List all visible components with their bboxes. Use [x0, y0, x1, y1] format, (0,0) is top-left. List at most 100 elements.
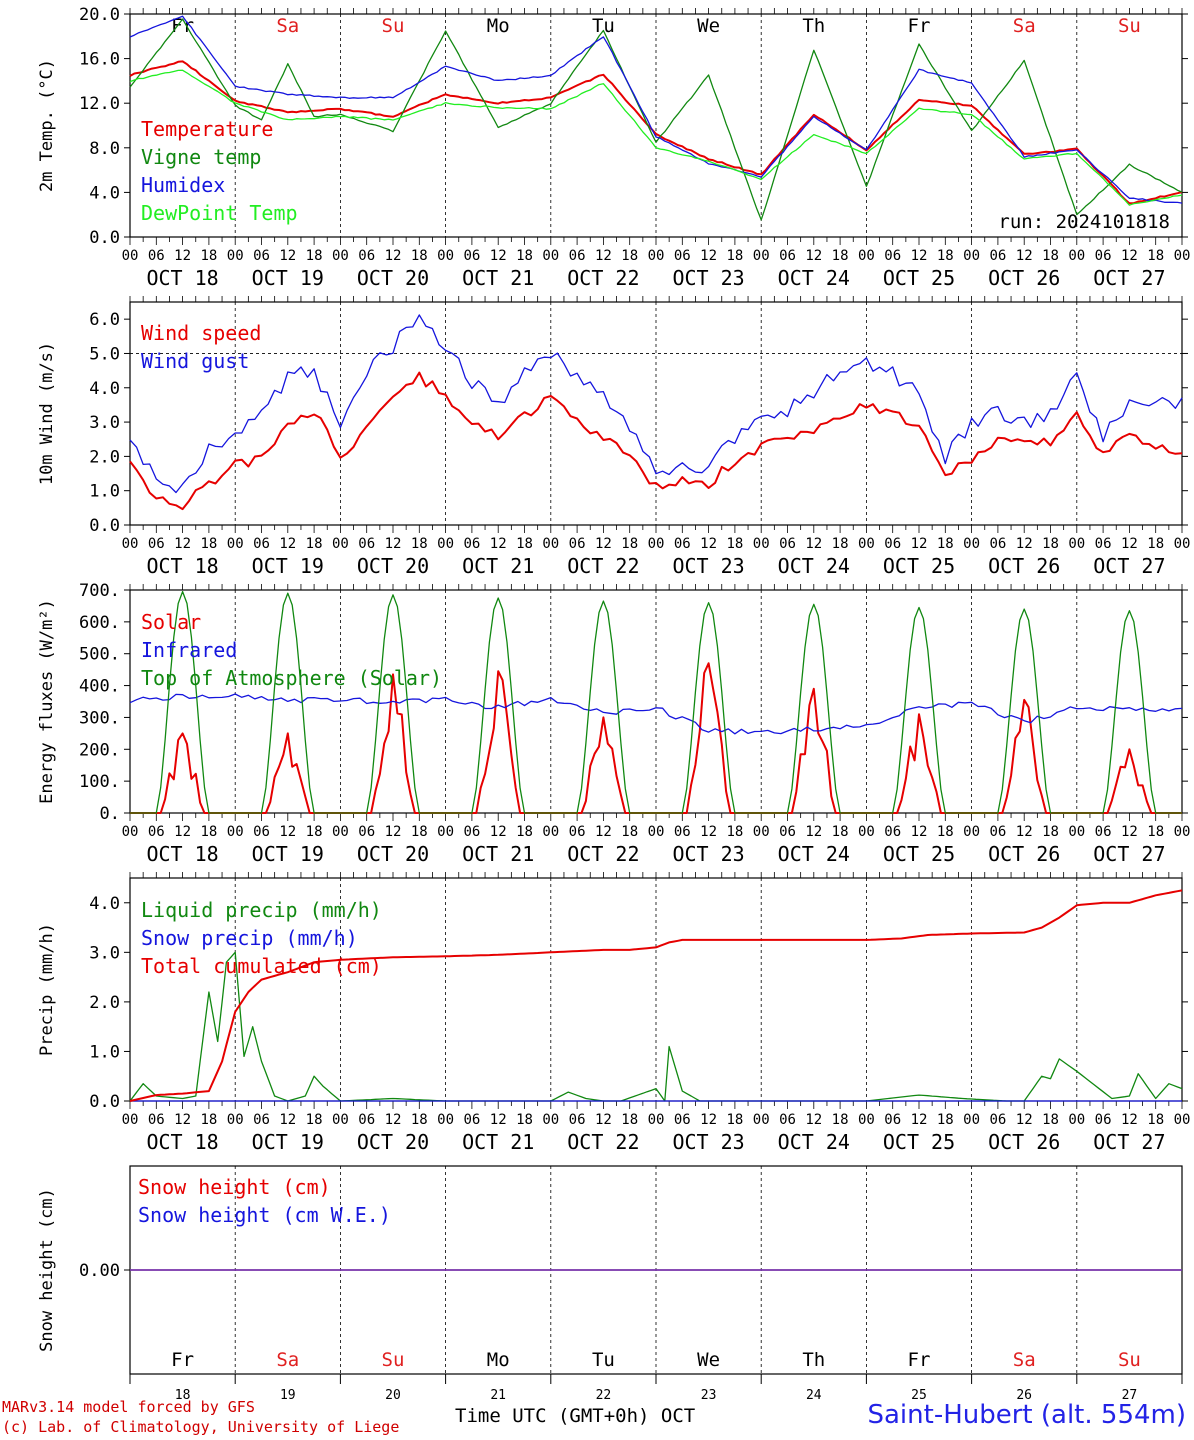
date-label: OCT 27 — [1093, 842, 1165, 866]
hour-label: 00 — [963, 248, 980, 264]
hour-label: 06 — [779, 1112, 796, 1128]
hour-label: 06 — [253, 248, 270, 264]
y-tick-label: 700. — [79, 581, 120, 601]
hour-label: 00 — [1068, 824, 1085, 840]
hour-label: 06 — [884, 1112, 901, 1128]
date-label: OCT 18 — [146, 554, 218, 578]
y-tick-label: 0.0 — [89, 1092, 120, 1112]
weekday-label: Fr — [171, 15, 194, 37]
series-line — [129, 889, 1183, 1102]
y-tick-label: 4.0 — [89, 894, 120, 914]
hour-label: 06 — [989, 248, 1006, 264]
hour-label: 12 — [1121, 248, 1138, 264]
date-label: OCT 21 — [462, 1130, 534, 1154]
y-tick-label: 0.0 — [89, 516, 120, 536]
hour-label: 06 — [989, 824, 1006, 840]
hour-label: 18 — [1042, 248, 1059, 264]
hour-label: 12 — [805, 824, 822, 840]
hour-label: 12 — [911, 248, 928, 264]
weekday-label: Fr — [171, 1349, 194, 1371]
hour-label: 18 — [937, 824, 954, 840]
hour-label: 00 — [122, 824, 139, 840]
date-label: OCT 26 — [988, 842, 1060, 866]
hour-label: 06 — [358, 248, 375, 264]
hour-label: 12 — [279, 248, 296, 264]
credit-line-1: MARv3.14 model forced by GFS — [2, 1398, 255, 1416]
y-axis-title: Snow height (cm) — [37, 1188, 57, 1352]
hour-label: 00 — [227, 824, 244, 840]
hour-label: 00 — [648, 248, 665, 264]
hour-label: 18 — [621, 1112, 638, 1128]
hour-label: 00 — [437, 1112, 454, 1128]
hour-label: 00 — [1068, 1112, 1085, 1128]
day-number-label: 24 — [806, 1388, 822, 1403]
y-tick-label: 20.0 — [79, 5, 120, 25]
hour-label: 06 — [253, 1112, 270, 1128]
hour-label: 00 — [963, 536, 980, 552]
hour-label: 12 — [700, 536, 717, 552]
weekday-label: Fr — [908, 1349, 931, 1371]
weekday-label: Sa — [1013, 1349, 1036, 1371]
hour-label: 12 — [595, 1112, 612, 1128]
hour-label: 06 — [463, 248, 480, 264]
date-label: OCT 27 — [1093, 1130, 1165, 1154]
hour-label: 18 — [621, 536, 638, 552]
legend-entry: Wind speed — [141, 321, 261, 345]
y-axis-title: 10m Wind (m/s) — [37, 342, 57, 485]
date-label: OCT 23 — [672, 1130, 744, 1154]
weekday-label: Su — [382, 15, 405, 37]
hour-label: 06 — [674, 536, 691, 552]
legend-entry: Infrared — [141, 638, 237, 662]
date-label: OCT 19 — [252, 842, 324, 866]
legend-entry: Wind gust — [141, 349, 249, 373]
hour-label: 12 — [911, 536, 928, 552]
date-label: OCT 24 — [778, 842, 850, 866]
hour-label: 00 — [648, 1112, 665, 1128]
hour-label: 18 — [306, 536, 323, 552]
y-tick-label: 200. — [79, 740, 120, 760]
hour-label: 18 — [200, 824, 217, 840]
hour-label: 12 — [911, 824, 928, 840]
weekday-label: Mo — [487, 1349, 510, 1371]
date-label: OCT 24 — [778, 266, 850, 290]
hour-label: 12 — [1121, 1112, 1138, 1128]
legend-entry: Vigne temp — [141, 145, 261, 169]
date-label: OCT 26 — [988, 554, 1060, 578]
day-number-label: 25 — [911, 1388, 927, 1403]
hour-label: 06 — [463, 536, 480, 552]
y-tick-label: 1.0 — [89, 1042, 120, 1062]
hour-label: 12 — [1121, 824, 1138, 840]
date-label: OCT 22 — [567, 554, 639, 578]
series-line — [129, 693, 1183, 735]
hour-label: 18 — [937, 1112, 954, 1128]
weekday-label: Su — [1118, 1349, 1141, 1371]
hour-label: 12 — [279, 824, 296, 840]
hour-label: 00 — [858, 248, 875, 264]
date-label: OCT 27 — [1093, 554, 1165, 578]
hour-label: 12 — [595, 248, 612, 264]
weekday-label: We — [697, 15, 720, 37]
y-tick-label: 400. — [79, 677, 120, 697]
hour-label: 06 — [779, 248, 796, 264]
hour-label: 12 — [174, 1112, 191, 1128]
date-label: OCT 22 — [567, 842, 639, 866]
hour-label: 06 — [463, 824, 480, 840]
hour-label: 06 — [569, 536, 586, 552]
hour-label: 06 — [674, 1112, 691, 1128]
date-label: OCT 18 — [146, 1130, 218, 1154]
hour-label: 18 — [411, 1112, 428, 1128]
hour-label: 12 — [490, 248, 507, 264]
legend-entry: Top of Atmosphere (Solar) — [141, 666, 442, 690]
hour-label: 18 — [726, 1112, 743, 1128]
hour-label: 18 — [200, 1112, 217, 1128]
hour-label: 00 — [1174, 536, 1191, 552]
day-number-label: 27 — [1122, 1388, 1138, 1403]
hour-label: 18 — [516, 824, 533, 840]
hour-label: 00 — [332, 536, 349, 552]
hour-label: 12 — [595, 824, 612, 840]
date-label: OCT 26 — [988, 266, 1060, 290]
hour-label: 18 — [1147, 1112, 1164, 1128]
hour-label: 06 — [569, 248, 586, 264]
date-label: OCT 19 — [252, 1130, 324, 1154]
hour-label: 12 — [174, 824, 191, 840]
